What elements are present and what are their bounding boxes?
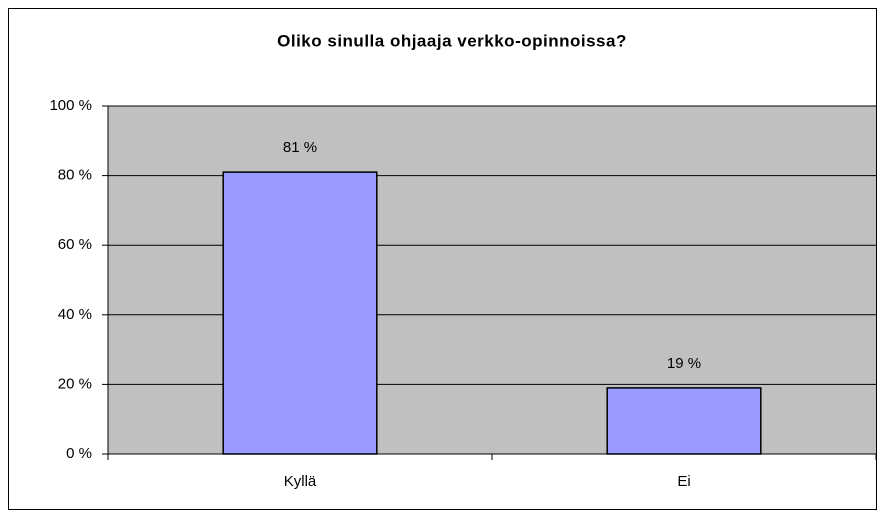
bar xyxy=(222,171,378,455)
y-tick-label: 100 % xyxy=(49,97,92,114)
y-tick-label: 60 % xyxy=(58,236,92,253)
y-tick-label: 40 % xyxy=(58,306,92,323)
chart-title: Oliko sinulla ohjaaja verkko-opinnoissa? xyxy=(277,31,627,50)
x-tick-label: Ei xyxy=(677,473,690,490)
bar xyxy=(606,387,762,455)
y-tick-label: 0 % xyxy=(66,445,92,462)
y-tick-label: 80 % xyxy=(58,167,92,184)
data-label: 19 % xyxy=(667,355,701,372)
x-tick-label: Kyllä xyxy=(284,473,317,490)
data-label: 81 % xyxy=(283,139,317,156)
y-tick-label: 20 % xyxy=(58,375,92,392)
